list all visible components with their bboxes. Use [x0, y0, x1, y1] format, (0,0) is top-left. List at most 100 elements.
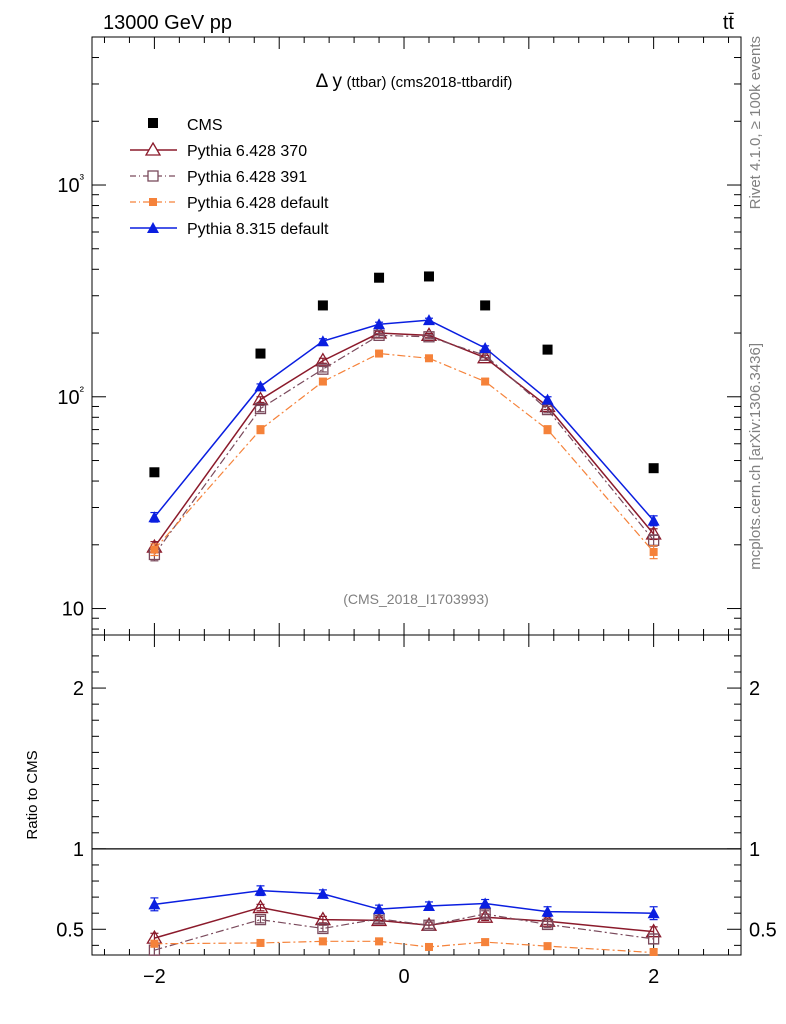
legend-entry-p6-default: Pythia 6.428 default	[130, 195, 329, 212]
xtick-label: 0	[398, 966, 409, 988]
main-series-p6_370	[146, 324, 662, 554]
legend-entry-p6-370: Pythia 6.428 370	[130, 141, 307, 160]
ratio-ytick-label-right: 2	[749, 678, 760, 700]
main-point-p8_default	[148, 511, 161, 523]
main-point-p6_default	[318, 377, 327, 386]
legend-label-cms: CMS	[187, 117, 223, 134]
ytick-base: 10	[57, 175, 79, 197]
main-point-cms	[423, 271, 434, 282]
ratio-ytick-label: 0.5	[56, 919, 84, 941]
ytick-base: 10	[57, 387, 79, 409]
chart-title-sub: (ttbar) (cms2018-ttbardif)	[346, 74, 512, 91]
ratio-series-p8_default	[148, 884, 660, 921]
main-point-p6_default	[375, 349, 384, 358]
main-point-p6_391	[541, 403, 554, 416]
main-ytick-label: 10²	[57, 383, 84, 409]
rivet-label: Rivet 4.1.0, ≥ 100k events	[747, 36, 764, 209]
main-point-cms	[255, 348, 266, 359]
ratio-point-p6_391	[254, 913, 267, 926]
ratio-point-p8_default	[373, 903, 386, 915]
main-point-p6_default	[256, 425, 265, 434]
ratio-point-p6_default	[543, 942, 552, 951]
legend-entry-cms: CMS	[148, 117, 223, 134]
ytick-exponent: ²	[80, 383, 85, 398]
ratio-frame	[91, 634, 742, 956]
ratio-ylabel: Ratio to CMS	[24, 750, 41, 839]
main-point-p6_370	[252, 391, 269, 406]
main-ytick-label: 10³	[57, 171, 84, 197]
main-point-cms	[374, 272, 385, 283]
main-point-p8_default	[541, 393, 554, 405]
ratio-point-p6_370	[314, 911, 332, 926]
ratio-ytick-label-right: 0.5	[749, 919, 777, 941]
legend: CMS Pythia 6.428 370 Pythia 6.428 391 Py…	[130, 117, 329, 238]
main-point-p8_default	[479, 341, 492, 353]
main-point-p6_391	[373, 329, 385, 342]
main-point-p6_370	[370, 324, 388, 339]
ratio-line-p8_default	[154, 889, 654, 914]
ratio-series-p6_default	[150, 937, 658, 956]
ratio-ytick-label: 1	[73, 839, 84, 861]
analysis-watermark: (CMS_2018_I1703993)	[343, 591, 489, 607]
legend-entry-p8-default: Pythia 8.315 default	[130, 221, 329, 238]
legend-label-p8-default: Pythia 8.315 default	[187, 221, 329, 238]
main-point-cms	[317, 300, 328, 311]
main-series-cms	[149, 271, 659, 478]
main-line-p6_391	[153, 334, 655, 555]
main-point-cms	[480, 300, 491, 311]
ratio-point-p6_391	[423, 919, 435, 931]
ratio-ytick-label-right: 1	[749, 839, 760, 861]
legend-label-p6-default: Pythia 6.428 default	[187, 195, 329, 212]
main-point-p6_391	[254, 402, 267, 415]
ratio-line-p6_370	[154, 906, 654, 939]
chart-title-main: Δ y	[316, 71, 343, 92]
ratio-point-p6_default	[649, 948, 658, 956]
ratio-point-p8_default	[254, 884, 267, 896]
main-point-p8_default	[254, 380, 267, 392]
ratio-point-p8_default	[647, 907, 660, 919]
main-point-p6_default	[543, 425, 552, 434]
main-point-p8_default	[373, 318, 386, 330]
data-layer	[146, 271, 662, 956]
ratio-point-p6_391	[479, 908, 491, 920]
process-label: tt̄	[723, 12, 735, 34]
ratio-point-p8_default	[316, 887, 329, 899]
main-point-p6_370	[314, 352, 332, 367]
main-point-p8_default	[316, 335, 329, 347]
xtick-label: 2	[648, 966, 659, 988]
main-point-p8_default	[647, 514, 660, 526]
mcplots-label: mcplots.cern.ch [arXiv:1306.3436]	[747, 343, 764, 570]
legend-label-p6-391: Pythia 6.428 391	[187, 169, 307, 186]
ratio-point-p6_default	[424, 942, 433, 951]
main-point-p6_default	[424, 354, 433, 363]
legend-marker-cms	[148, 118, 158, 128]
legend-entry-p6-391: Pythia 6.428 391	[130, 169, 307, 186]
legend-marker-p8-default	[147, 222, 159, 233]
main-point-p6_391	[423, 331, 435, 343]
ratio-line-p6_391	[154, 913, 654, 951]
energy-label: 13000 GeV pp	[103, 12, 232, 34]
ratio-point-p6_default	[256, 938, 265, 947]
main-point-cms	[542, 344, 553, 355]
ratio-point-p8_default	[148, 898, 161, 910]
ratio-point-p6_default	[318, 937, 327, 946]
main-series-p8_default	[148, 314, 660, 527]
legend-marker-p6-default	[149, 198, 157, 206]
ratio-point-p6_391	[647, 933, 660, 945]
ratio-line-p6_default	[154, 940, 654, 954]
main-point-p8_default	[422, 314, 435, 326]
ratio-point-p8_default	[422, 899, 435, 911]
xtick-label: −2	[143, 966, 166, 988]
ratio-point-p8_default	[541, 905, 554, 917]
legend-marker-p6-391	[147, 170, 159, 182]
ratio-point-p6_default	[150, 939, 159, 948]
main-point-cms	[149, 467, 160, 478]
main-point-p6_default	[649, 547, 658, 556]
ratio-series-p6_391	[148, 908, 660, 956]
legend-marker-p6-370	[144, 141, 162, 156]
main-point-p6_default	[481, 377, 490, 386]
main-point-cms	[648, 463, 659, 474]
main-point-p6_370	[477, 349, 494, 364]
